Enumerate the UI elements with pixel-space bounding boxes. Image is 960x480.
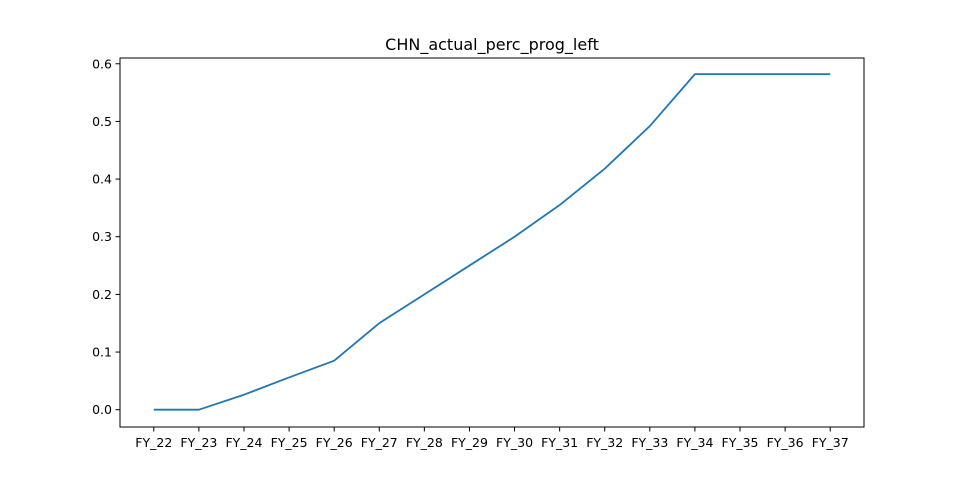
x-tick-label: FY_24 xyxy=(225,435,262,450)
x-tick-label: FY_23 xyxy=(180,435,217,450)
x-tick-label: FY_35 xyxy=(722,435,759,450)
x-tick-label: FY_31 xyxy=(541,435,578,450)
x-tick-label: FY_26 xyxy=(316,435,353,450)
y-tick-label: 0.2 xyxy=(92,287,112,302)
x-tick-label: FY_30 xyxy=(496,435,533,450)
x-tick-label: FY_32 xyxy=(586,435,623,450)
x-tick-label: FY_27 xyxy=(361,435,398,450)
plot-frame xyxy=(119,57,865,428)
x-tick-label: FY_25 xyxy=(271,435,308,450)
y-tick-label: 0.0 xyxy=(92,402,112,417)
y-tick-label: 0.4 xyxy=(92,172,112,187)
chart-title: CHN_actual_perc_prog_left xyxy=(385,35,599,55)
x-tick-label: FY_33 xyxy=(631,435,668,450)
series-line xyxy=(153,73,831,411)
x-tick-label: FY_29 xyxy=(451,435,488,450)
y-tick-label: 0.1 xyxy=(92,345,112,360)
x-tick-label: FY_34 xyxy=(676,435,713,450)
x-tick-label: FY_22 xyxy=(135,435,172,450)
x-tick-label: FY_36 xyxy=(767,435,804,450)
y-tick-label: 0.3 xyxy=(92,229,112,244)
x-tick-label: FY_28 xyxy=(406,435,443,450)
x-tick-label: FY_37 xyxy=(812,435,849,450)
y-tick-label: 0.5 xyxy=(92,114,112,129)
y-tick-label: 0.6 xyxy=(92,56,112,71)
